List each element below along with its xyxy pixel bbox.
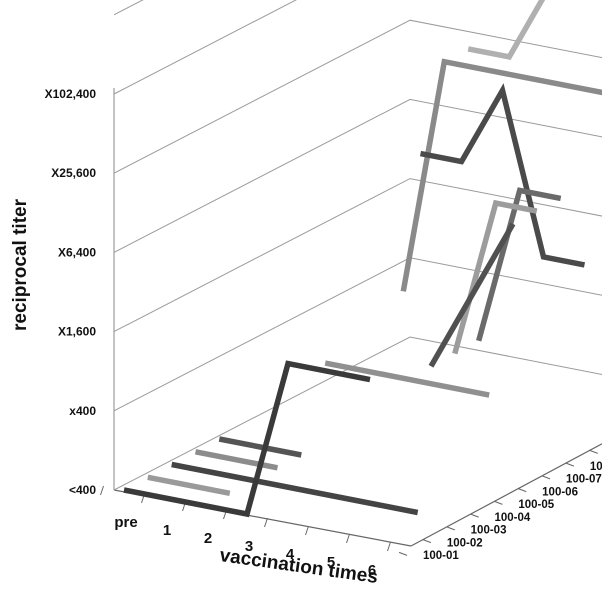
x-tick-label: 2 [204,530,212,547]
y-tick-label: X6,400 [58,245,96,259]
y-tick-label: x400 [69,404,96,418]
x-tick-labels: pre 1 2 3 4 5 6 [114,514,376,579]
z-tick-labels: 100-01100-02100-03100-04100-05100-06100-… [423,461,602,562]
chart-series [123,0,602,518]
z-tick-mark [565,462,575,467]
series-line-100-06 [324,360,490,398]
x-tick-mark [100,485,104,496]
gridline [113,336,602,491]
z-tick-label: 100-08 [590,461,602,473]
z-tick-mark [470,513,479,518]
series-line-100-02 [147,474,231,496]
z-tick-mark [446,526,455,531]
z-tick-mark [422,539,432,544]
z-axis-line [410,443,602,547]
gridline [113,0,297,95]
z-tick-label: 100-06 [542,486,578,498]
gridline [113,98,602,253]
y-tick-label: X25,600 [51,166,96,180]
x-tick-mark [305,525,309,536]
series-line-100-03 [171,461,419,516]
x-tick-label: pre [114,514,137,531]
gridline [113,0,144,16]
gridline [113,19,602,174]
x-tick-mark [346,533,350,544]
x-tick-label: 5 [327,554,335,571]
z-tick-mark [398,551,408,556]
z-tick-label: 100-03 [471,525,507,537]
x-tick-mark [264,517,268,528]
x-tick-label: 6 [368,562,376,579]
gridline [113,178,602,333]
series-line-100-05 [218,436,302,458]
z-tick-mark [494,500,503,505]
gridline [113,257,602,412]
series-line-100-12 [467,0,546,60]
z-tick-mark [518,488,527,493]
series-line-100-07 [428,222,516,368]
x-tick-label: 3 [245,538,253,555]
x-tick-label: 4 [286,546,295,563]
y-tick-label: <400 [69,483,96,497]
x-tick-label: 1 [163,522,171,539]
z-tick-mark [541,475,551,480]
series-line-100-01 [123,360,371,518]
chart-gridlines [113,0,602,491]
y-tick-label: X1,600 [58,325,96,339]
y-axis-title: reciprocal titer [10,198,31,331]
z-tick-label: 100-04 [495,512,531,524]
series-line-100-11 [400,58,602,292]
series-line-100-04 [194,449,279,471]
series-line-100-10 [419,83,586,268]
y-tick-label: X102,400 [45,87,97,101]
z-tick-label: 100-01 [423,550,459,562]
z-tick-label: 100-05 [518,499,554,511]
z-tick-mark [589,449,598,454]
z-tick-label: 100-02 [447,537,483,549]
y-tick-labels: <400 x400 X1,600 X6,400 X25,600 X102,400 [45,87,97,497]
z-tick-label: 100-07 [566,474,602,486]
x-tick-mark [387,541,391,552]
x-axis-title: vaccination times [218,545,379,588]
series-line-100-09 [476,187,562,342]
